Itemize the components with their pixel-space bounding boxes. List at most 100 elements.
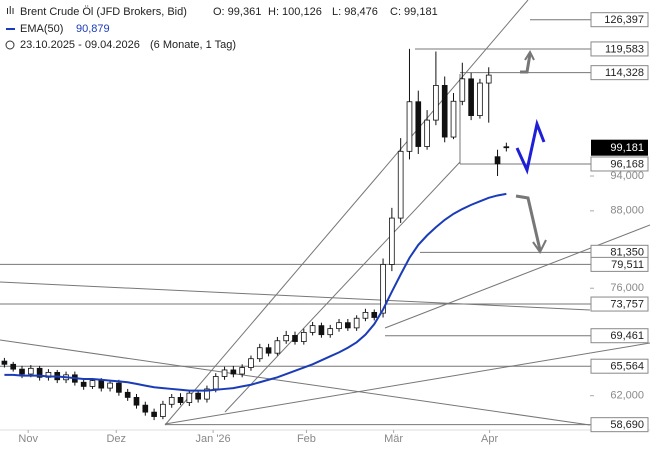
candle-body xyxy=(477,82,483,116)
candle-body xyxy=(168,397,175,405)
level-label-box xyxy=(590,296,649,312)
candle-body xyxy=(116,382,122,393)
candle-body xyxy=(98,380,105,389)
candle-body xyxy=(353,317,360,329)
level-label-box xyxy=(590,358,649,374)
candle-body xyxy=(221,369,228,377)
candle-body xyxy=(362,311,369,319)
last-price-box xyxy=(591,139,648,156)
x-tick-label: Nov xyxy=(18,433,38,445)
candle-body xyxy=(10,363,17,370)
candle-body xyxy=(424,119,430,147)
candle-body xyxy=(415,101,422,147)
candle-body xyxy=(19,368,25,375)
candle-body xyxy=(371,311,378,318)
candle-body xyxy=(107,382,113,389)
candle-body xyxy=(494,156,501,165)
candle-body xyxy=(124,391,131,398)
level-label: 96,168 xyxy=(610,158,644,170)
level-label-box xyxy=(590,65,649,81)
x-tick-label: Jan '26 xyxy=(196,433,231,445)
level-label: 126,397 xyxy=(604,14,644,26)
candle-body xyxy=(389,217,395,265)
ohlc-open: O: 99,361 xyxy=(213,6,261,18)
header: ılı Brent Crude Öl (JFD Brokers, Bid) O:… xyxy=(5,5,438,51)
level-label: 81,350 xyxy=(610,247,644,259)
ohlc-high: H: 100,126 xyxy=(268,6,322,18)
last-price-label: 99,181 xyxy=(610,142,644,154)
level-label-box xyxy=(590,41,649,57)
ema-line xyxy=(4,192,507,392)
projection-arrows xyxy=(515,49,547,254)
level-label: 65,564 xyxy=(610,361,644,373)
candle-body xyxy=(433,85,439,121)
level-label-box xyxy=(590,417,649,433)
level-label: 119,583 xyxy=(605,43,644,55)
level-label-box xyxy=(590,12,649,28)
instrument-title: Brent Crude Öl (JFD Brokers, Bid) xyxy=(20,6,187,18)
candle-body xyxy=(195,392,201,400)
candle-body xyxy=(397,150,404,219)
candle-body xyxy=(345,322,351,329)
candle-body xyxy=(212,376,219,390)
header-bg xyxy=(0,0,320,52)
level-label: 79,511 xyxy=(611,259,644,271)
candle-body xyxy=(441,85,448,138)
candle-body xyxy=(36,367,43,378)
candle-body xyxy=(27,367,34,375)
x-tick-label: Feb xyxy=(297,433,316,445)
level-label-box xyxy=(590,256,649,272)
candle-body xyxy=(204,388,210,400)
candle-body xyxy=(468,78,474,116)
candle-body xyxy=(459,78,466,102)
level-label-box xyxy=(590,156,649,172)
y-tick-label: 62,000 xyxy=(610,390,644,402)
x-tick-label: Dez xyxy=(106,433,126,445)
candle-body xyxy=(485,74,492,84)
candle-body xyxy=(80,381,87,387)
level-label: 69,461 xyxy=(610,330,644,342)
candle-body xyxy=(256,347,263,360)
plot: 62,000 76,000 88,000 94,000 Nov Dez Jan '26 Feb… xyxy=(0,12,650,445)
ohlc-close: C: 99,181 xyxy=(390,6,438,18)
candle-body xyxy=(318,325,325,336)
candle-body xyxy=(503,146,510,149)
y-tick-label: 88,000 xyxy=(610,205,644,217)
clock-icon xyxy=(5,40,15,50)
period: 23.10.2025 - 09.04.2026 xyxy=(20,39,140,51)
candle-body xyxy=(239,367,245,375)
candle-body xyxy=(177,397,184,403)
ema-legend-name: EMA(50) xyxy=(20,23,63,35)
ohlc-low: L: 98,476 xyxy=(332,6,378,18)
candle-body xyxy=(450,100,457,138)
candle-body xyxy=(142,404,149,413)
candle-body xyxy=(89,380,96,387)
x-tick-label: Mär xyxy=(384,433,403,445)
candle-body xyxy=(300,331,307,342)
trend-lines xyxy=(0,0,650,426)
level-label: 114,328 xyxy=(605,67,644,79)
candle-body xyxy=(1,360,8,365)
candle-body xyxy=(327,328,334,336)
y-tick-label: 76,000 xyxy=(610,282,644,294)
bar-icon: ılı xyxy=(6,5,15,17)
y-tick-label: 94,000 xyxy=(610,170,644,182)
level-label: 73,757 xyxy=(610,298,644,310)
candle-body xyxy=(406,101,413,152)
level-label-box xyxy=(590,328,649,344)
candle-body xyxy=(133,397,140,406)
candle-body xyxy=(292,335,298,342)
candle-body xyxy=(265,347,272,354)
candle-body xyxy=(160,403,166,417)
candle-body xyxy=(283,335,290,342)
candle-body xyxy=(336,322,342,330)
x-tick-label: Apr xyxy=(481,433,498,445)
candle-body xyxy=(309,325,316,333)
candle-body xyxy=(274,340,281,354)
candle-body xyxy=(380,264,386,314)
period-note: (6 Monate, 1 Tag) xyxy=(150,39,236,51)
candle-body xyxy=(151,411,157,417)
level-label: 58,690 xyxy=(610,419,644,431)
ema-legend-value: 90,879 xyxy=(76,23,110,35)
